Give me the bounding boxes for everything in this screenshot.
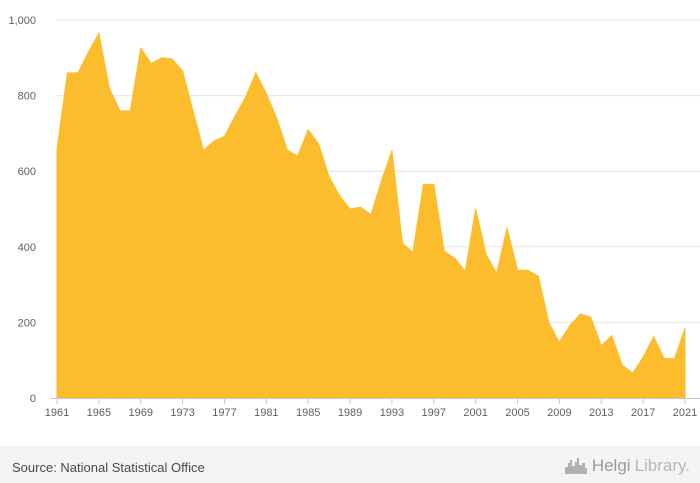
- data-point: [276, 117, 278, 119]
- data-point: [496, 272, 498, 274]
- data-point: [454, 257, 456, 259]
- data-point: [307, 129, 309, 131]
- data-point: [600, 345, 602, 347]
- data-point: [265, 93, 267, 95]
- y-tick-label: 800: [18, 91, 36, 103]
- data-point: [653, 336, 655, 338]
- data-point: [569, 324, 571, 326]
- data-point: [150, 62, 152, 64]
- data-point: [401, 242, 403, 244]
- data-point: [140, 47, 142, 49]
- y-tick-label: 600: [18, 166, 36, 178]
- data-point: [203, 149, 205, 151]
- data-point: [328, 176, 330, 178]
- data-point: [475, 208, 477, 210]
- data-point: [108, 87, 110, 89]
- data-point: [663, 357, 665, 359]
- data-point: [234, 115, 236, 117]
- data-point: [422, 183, 424, 185]
- x-tick-label: 1985: [296, 407, 320, 419]
- data-point: [684, 327, 686, 329]
- x-tick-label: 1965: [87, 407, 111, 419]
- data-point: [129, 110, 131, 112]
- data-point: [506, 227, 508, 229]
- y-tick-label: 1,000: [8, 15, 36, 27]
- x-tick-label: 2001: [463, 407, 487, 419]
- source-note: Source: National Statistical Office: [12, 460, 205, 475]
- data-point: [412, 251, 414, 253]
- data-point: [182, 70, 184, 72]
- data-point: [517, 269, 519, 271]
- x-tick-label: 2021: [673, 407, 697, 419]
- x-tick-label: 1981: [254, 407, 278, 419]
- data-point: [433, 183, 435, 185]
- data-point: [213, 140, 215, 142]
- data-point: [537, 275, 539, 277]
- data-point: [548, 322, 550, 324]
- data-point: [391, 149, 393, 151]
- data-point: [171, 58, 173, 60]
- city-skyline-icon: [564, 458, 587, 474]
- area-series: [56, 31, 686, 399]
- data-point: [349, 208, 351, 210]
- data-point: [318, 143, 320, 145]
- data-point: [255, 72, 257, 74]
- data-point: [161, 57, 163, 59]
- data-point: [464, 270, 466, 272]
- x-tick-label: 2009: [547, 407, 571, 419]
- data-point: [223, 135, 225, 137]
- data-point: [192, 110, 194, 112]
- data-point: [632, 372, 634, 374]
- axes: 0 200 400 600 800 1,000 1961 1965 1969 1973 1977 19…: [8, 15, 700, 419]
- x-tick-label: 2013: [589, 407, 613, 419]
- y-tick-label: 400: [18, 242, 36, 254]
- x-tick-label: 2017: [631, 407, 655, 419]
- x-tick-label: 1973: [170, 407, 194, 419]
- data-point: [360, 206, 362, 208]
- data-point: [297, 155, 299, 157]
- data-point: [56, 148, 58, 150]
- data-point: [244, 96, 246, 98]
- x-tick-label: 1993: [380, 407, 404, 419]
- data-point: [87, 51, 89, 53]
- brand-suffix: Library.: [634, 456, 690, 475]
- brand-name: Helgi: [591, 456, 631, 475]
- x-tick-label: 1997: [422, 407, 446, 419]
- y-tick-label: 200: [18, 317, 36, 329]
- data-point: [370, 214, 372, 216]
- data-point: [286, 149, 288, 151]
- data-point: [642, 356, 644, 358]
- data-point: [527, 269, 529, 271]
- y-tick-label: 0: [30, 393, 36, 405]
- helgi-library-logo[interactable]: Helgi Library.: [564, 456, 690, 476]
- data-point: [621, 364, 623, 366]
- x-tick-label: 1989: [338, 407, 362, 419]
- area-chart: 0 200 400 600 800 1,000 1961 1965 1969 1973 1977 19…: [8, 15, 700, 419]
- data-point: [579, 313, 581, 315]
- data-point: [119, 110, 121, 112]
- data-point: [443, 250, 445, 252]
- data-point: [77, 72, 79, 74]
- data-point: [674, 358, 676, 360]
- x-tick-label: 2005: [505, 407, 529, 419]
- data-point: [590, 316, 592, 318]
- x-tick-label: 1977: [212, 407, 236, 419]
- data-point: [380, 180, 382, 182]
- area-fill: [56, 31, 686, 399]
- data-point: [339, 195, 341, 197]
- footer: Source: National Statistical Office Helg…: [0, 446, 700, 483]
- x-tick-label: 1969: [128, 407, 152, 419]
- data-point: [611, 335, 613, 337]
- data-point: [66, 72, 68, 74]
- data-point: [485, 253, 487, 255]
- x-tick-label: 1961: [45, 407, 69, 419]
- data-point: [558, 341, 560, 343]
- data-point: [98, 32, 100, 34]
